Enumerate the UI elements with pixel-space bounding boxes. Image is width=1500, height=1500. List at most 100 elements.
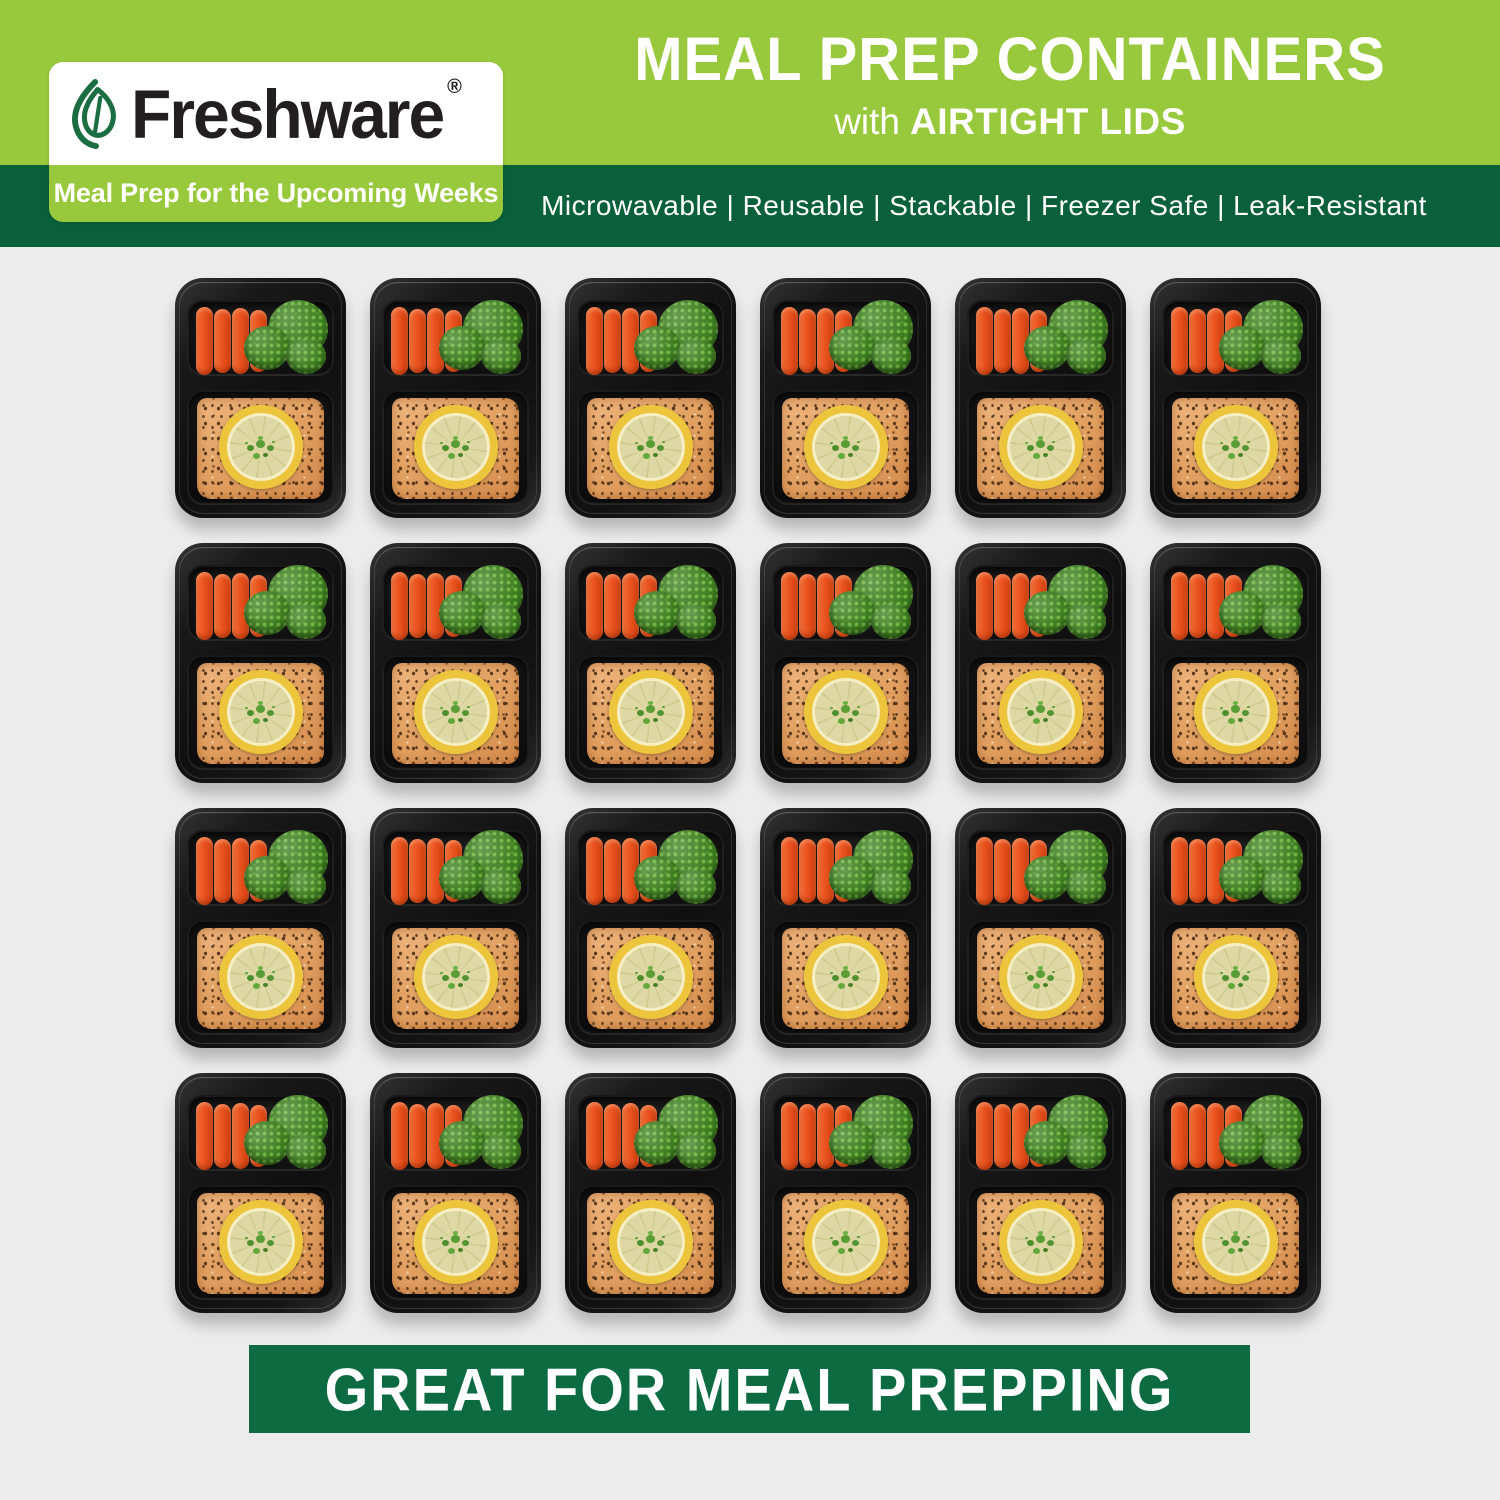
meal-container — [370, 278, 541, 518]
salmon-fillet — [197, 398, 324, 499]
header-text-block: MEAL PREP CONTAINERS with AIRTIGHT LIDS — [520, 0, 1500, 165]
container-grid — [175, 278, 1321, 1313]
carrot — [427, 573, 444, 639]
parsley-sprig — [645, 705, 655, 713]
broccoli-floret — [1066, 603, 1106, 639]
parsley-sprig — [450, 1235, 460, 1243]
carrot — [976, 1102, 993, 1170]
carrot — [1207, 573, 1224, 639]
bottom-compartment — [382, 1185, 529, 1300]
broccoli-floret — [676, 1133, 716, 1169]
lemon-slice — [218, 935, 303, 1019]
bottom-compartment — [577, 390, 724, 505]
carrot — [781, 307, 798, 375]
bottom-compartment — [772, 655, 919, 770]
bottom-compartment — [1162, 390, 1309, 505]
meal-container — [1150, 1073, 1321, 1313]
bottom-compartment — [382, 655, 529, 770]
carrot — [409, 309, 426, 373]
top-compartment — [187, 830, 334, 906]
carrot — [622, 308, 639, 374]
product-title: MEAL PREP CONTAINERS — [634, 25, 1386, 94]
top-compartment — [382, 1095, 529, 1171]
parsley-sprig — [450, 440, 460, 448]
top-compartment — [967, 830, 1114, 906]
broccoli-floret — [871, 868, 911, 904]
broccoli-floret — [634, 856, 680, 900]
carrot — [817, 573, 834, 639]
bottom-compartment — [187, 1185, 334, 1300]
bottom-compartment — [577, 920, 724, 1035]
broccoli-floret — [829, 856, 875, 900]
broccoli-floret — [634, 326, 680, 370]
top-compartment — [967, 1095, 1114, 1171]
meal-container — [1150, 278, 1321, 518]
carrot — [976, 572, 993, 640]
salmon-fillet — [587, 928, 714, 1029]
salmon-fillet — [977, 398, 1104, 499]
carrot — [1012, 573, 1029, 639]
salmon-fillet — [782, 928, 909, 1029]
broccoli-floret — [244, 1121, 290, 1165]
meal-container — [760, 1073, 931, 1313]
bottom-compartment — [772, 920, 919, 1035]
carrot — [799, 1104, 816, 1168]
meal-container — [175, 808, 346, 1048]
top-compartment — [772, 1095, 919, 1171]
baby-carrots — [1171, 837, 1243, 905]
bottom-compartment — [577, 655, 724, 770]
broccoli-floret — [1066, 1133, 1106, 1169]
bottom-compartment — [1162, 920, 1309, 1035]
top-compartment — [577, 1095, 724, 1171]
carrot — [214, 309, 231, 373]
top-compartment — [1162, 830, 1309, 906]
carrot — [391, 837, 408, 905]
carrot — [232, 573, 249, 639]
broccoli-floret — [1066, 338, 1106, 374]
broccoli-floret — [676, 338, 716, 374]
leaf-icon — [72, 78, 116, 149]
lemon-slice — [218, 405, 303, 489]
top-compartment — [772, 565, 919, 641]
carrot — [976, 307, 993, 375]
meal-container — [955, 278, 1126, 518]
top-compartment — [382, 830, 529, 906]
lemon-slice — [608, 935, 693, 1019]
carrot — [604, 309, 621, 373]
registered-trademark-mark: ® — [447, 76, 462, 98]
carrot — [391, 572, 408, 640]
carrot — [232, 1103, 249, 1169]
broccoli-floret — [1219, 326, 1265, 370]
salmon-fillet — [1172, 663, 1299, 764]
meal-container — [370, 543, 541, 783]
meal-container — [175, 543, 346, 783]
parsley-sprig — [1230, 440, 1240, 448]
meal-container — [175, 1073, 346, 1313]
broccoli-floret — [1024, 856, 1070, 900]
carrot — [976, 837, 993, 905]
lemon-slice — [803, 670, 888, 754]
footer-banner-text: GREAT FOR MEAL PREPPING — [324, 1354, 1175, 1424]
salmon-fillet — [977, 663, 1104, 764]
lemon-slice — [1193, 670, 1278, 754]
bottom-compartment — [382, 390, 529, 505]
salmon-fillet — [392, 398, 519, 499]
broccoli-floret — [1219, 591, 1265, 635]
lemon-slice — [1193, 935, 1278, 1019]
broccoli-floret — [481, 603, 521, 639]
meal-container — [565, 808, 736, 1048]
brand-tagline-strip: Meal Prep for the Upcoming Weeks — [49, 165, 503, 222]
brand-name: Freshware — [131, 75, 445, 152]
top-compartment — [967, 565, 1114, 641]
top-compartment — [382, 300, 529, 376]
top-compartment — [1162, 300, 1309, 376]
meal-container — [370, 808, 541, 1048]
parsley-sprig — [840, 970, 850, 978]
broccoli-floret — [1261, 868, 1301, 904]
broccoli-floret — [481, 1133, 521, 1169]
brand-logo-row: Freshware ® — [49, 62, 503, 165]
carrot — [586, 837, 603, 905]
footer-banner: GREAT FOR MEAL PREPPING — [249, 1345, 1250, 1433]
brand-tagline: Meal Prep for the Upcoming Weeks — [53, 178, 499, 208]
carrot — [196, 572, 213, 640]
